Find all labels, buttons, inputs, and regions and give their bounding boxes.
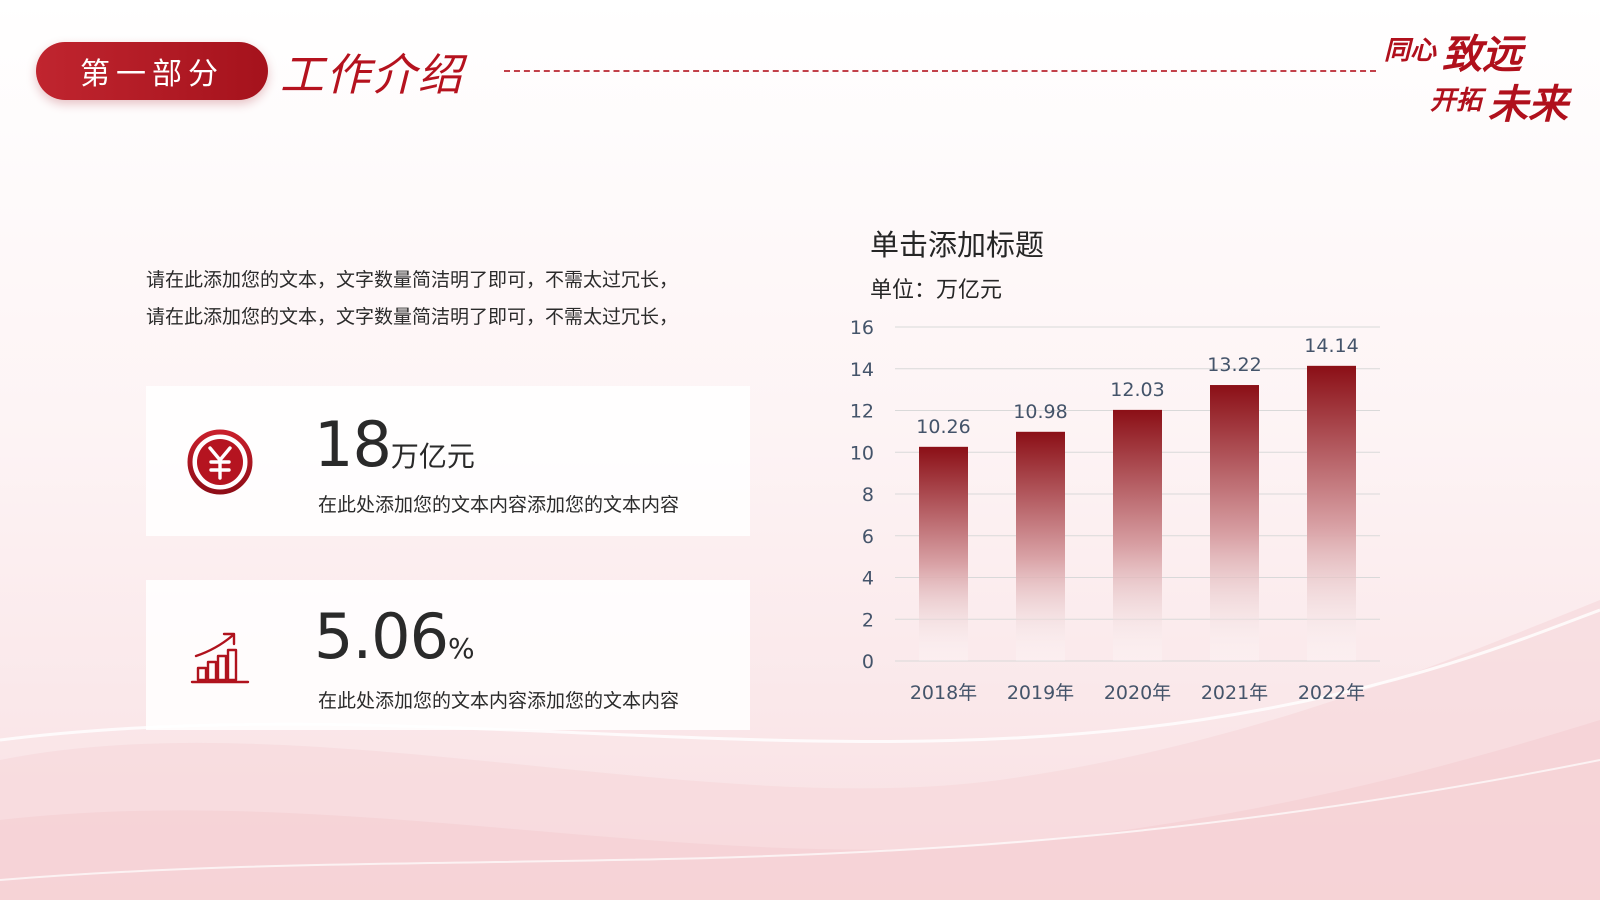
stat-card-growth: 5.06% 在此处添加您的文本内容添加您的文本内容 (146, 580, 750, 730)
y-tick-label: 12 (850, 401, 874, 423)
y-tick-label: 8 (862, 484, 874, 506)
y-tick-label: 4 (862, 568, 874, 590)
data-label: 10.26 (916, 416, 970, 438)
chart-bar (1113, 409, 1162, 661)
x-tick-label: 2022年 (1298, 682, 1365, 704)
logo-text-3: 开拓 (1430, 86, 1483, 116)
growth-chart-icon (190, 632, 250, 684)
y-tick-label: 0 (862, 651, 874, 673)
chart-bar (1307, 365, 1356, 661)
y-tick-label: 16 (850, 317, 874, 339)
logo-text-4: 未来 (1488, 81, 1568, 128)
data-label: 14.14 (1304, 335, 1358, 357)
section-badge: 第一部分 (36, 42, 268, 100)
x-tick-label: 2018年 (910, 682, 977, 704)
x-tick-label: 2019年 (1007, 682, 1074, 704)
stat-number: 18 (314, 408, 392, 481)
y-tick-label: 10 (850, 442, 874, 464)
logo-text-1: 同心 (1384, 36, 1437, 66)
section-title: 工作介绍 (280, 50, 464, 101)
y-tick-label: 2 (862, 609, 874, 631)
logo-text-2: 致远 (1442, 31, 1522, 78)
y-tick-label: 14 (850, 359, 874, 381)
stat-card-revenue: 18万亿元 在此处添加您的文本内容添加您的文本内容 (146, 386, 750, 536)
data-label: 10.98 (1013, 401, 1067, 423)
chart-unit-label: 单位：万亿元 (870, 278, 1003, 303)
intro-paragraph: 请在此添加您的文本，文字数量简洁明了即可，不需太过冗长， 请在此添加您的文本，文… (146, 262, 766, 336)
x-tick-label: 2020年 (1104, 682, 1171, 704)
stat-unit: % (448, 632, 475, 665)
y-tick-label: 6 (862, 526, 874, 548)
data-label: 13.22 (1207, 354, 1261, 376)
intro-line: 请在此添加您的文本，文字数量简洁明了即可，不需太过冗长， (146, 306, 679, 328)
x-tick-label: 2021年 (1201, 682, 1268, 704)
stat-description: 在此处添加您的文本内容添加您的文本内容 (318, 494, 680, 516)
yuan-coin-icon (187, 429, 253, 495)
header-divider (504, 70, 1376, 72)
stat-description: 在此处添加您的文本内容添加您的文本内容 (318, 690, 680, 712)
data-label: 12.03 (1110, 379, 1164, 401)
chart-bar (1210, 385, 1259, 661)
chart-title: 单击添加标题 (870, 228, 1045, 262)
stat-number: 5.06 (314, 600, 449, 673)
intro-line: 请在此添加您的文本，文字数量简洁明了即可，不需太过冗长， (146, 269, 679, 291)
bar-chart: 0 2 4 6 8 10 12 14 16 10.26 2018年 10.98 2019年 12.03 20… (850, 317, 1380, 704)
stat-value: 18万亿元 (314, 408, 475, 481)
chart-bar (1016, 431, 1065, 661)
stat-value: 5.06% (314, 600, 475, 673)
slogan-logo: 同心 致远 开拓 未来 (1384, 22, 1584, 128)
stat-unit: 万亿元 (390, 440, 475, 473)
chart-bar (919, 446, 968, 661)
